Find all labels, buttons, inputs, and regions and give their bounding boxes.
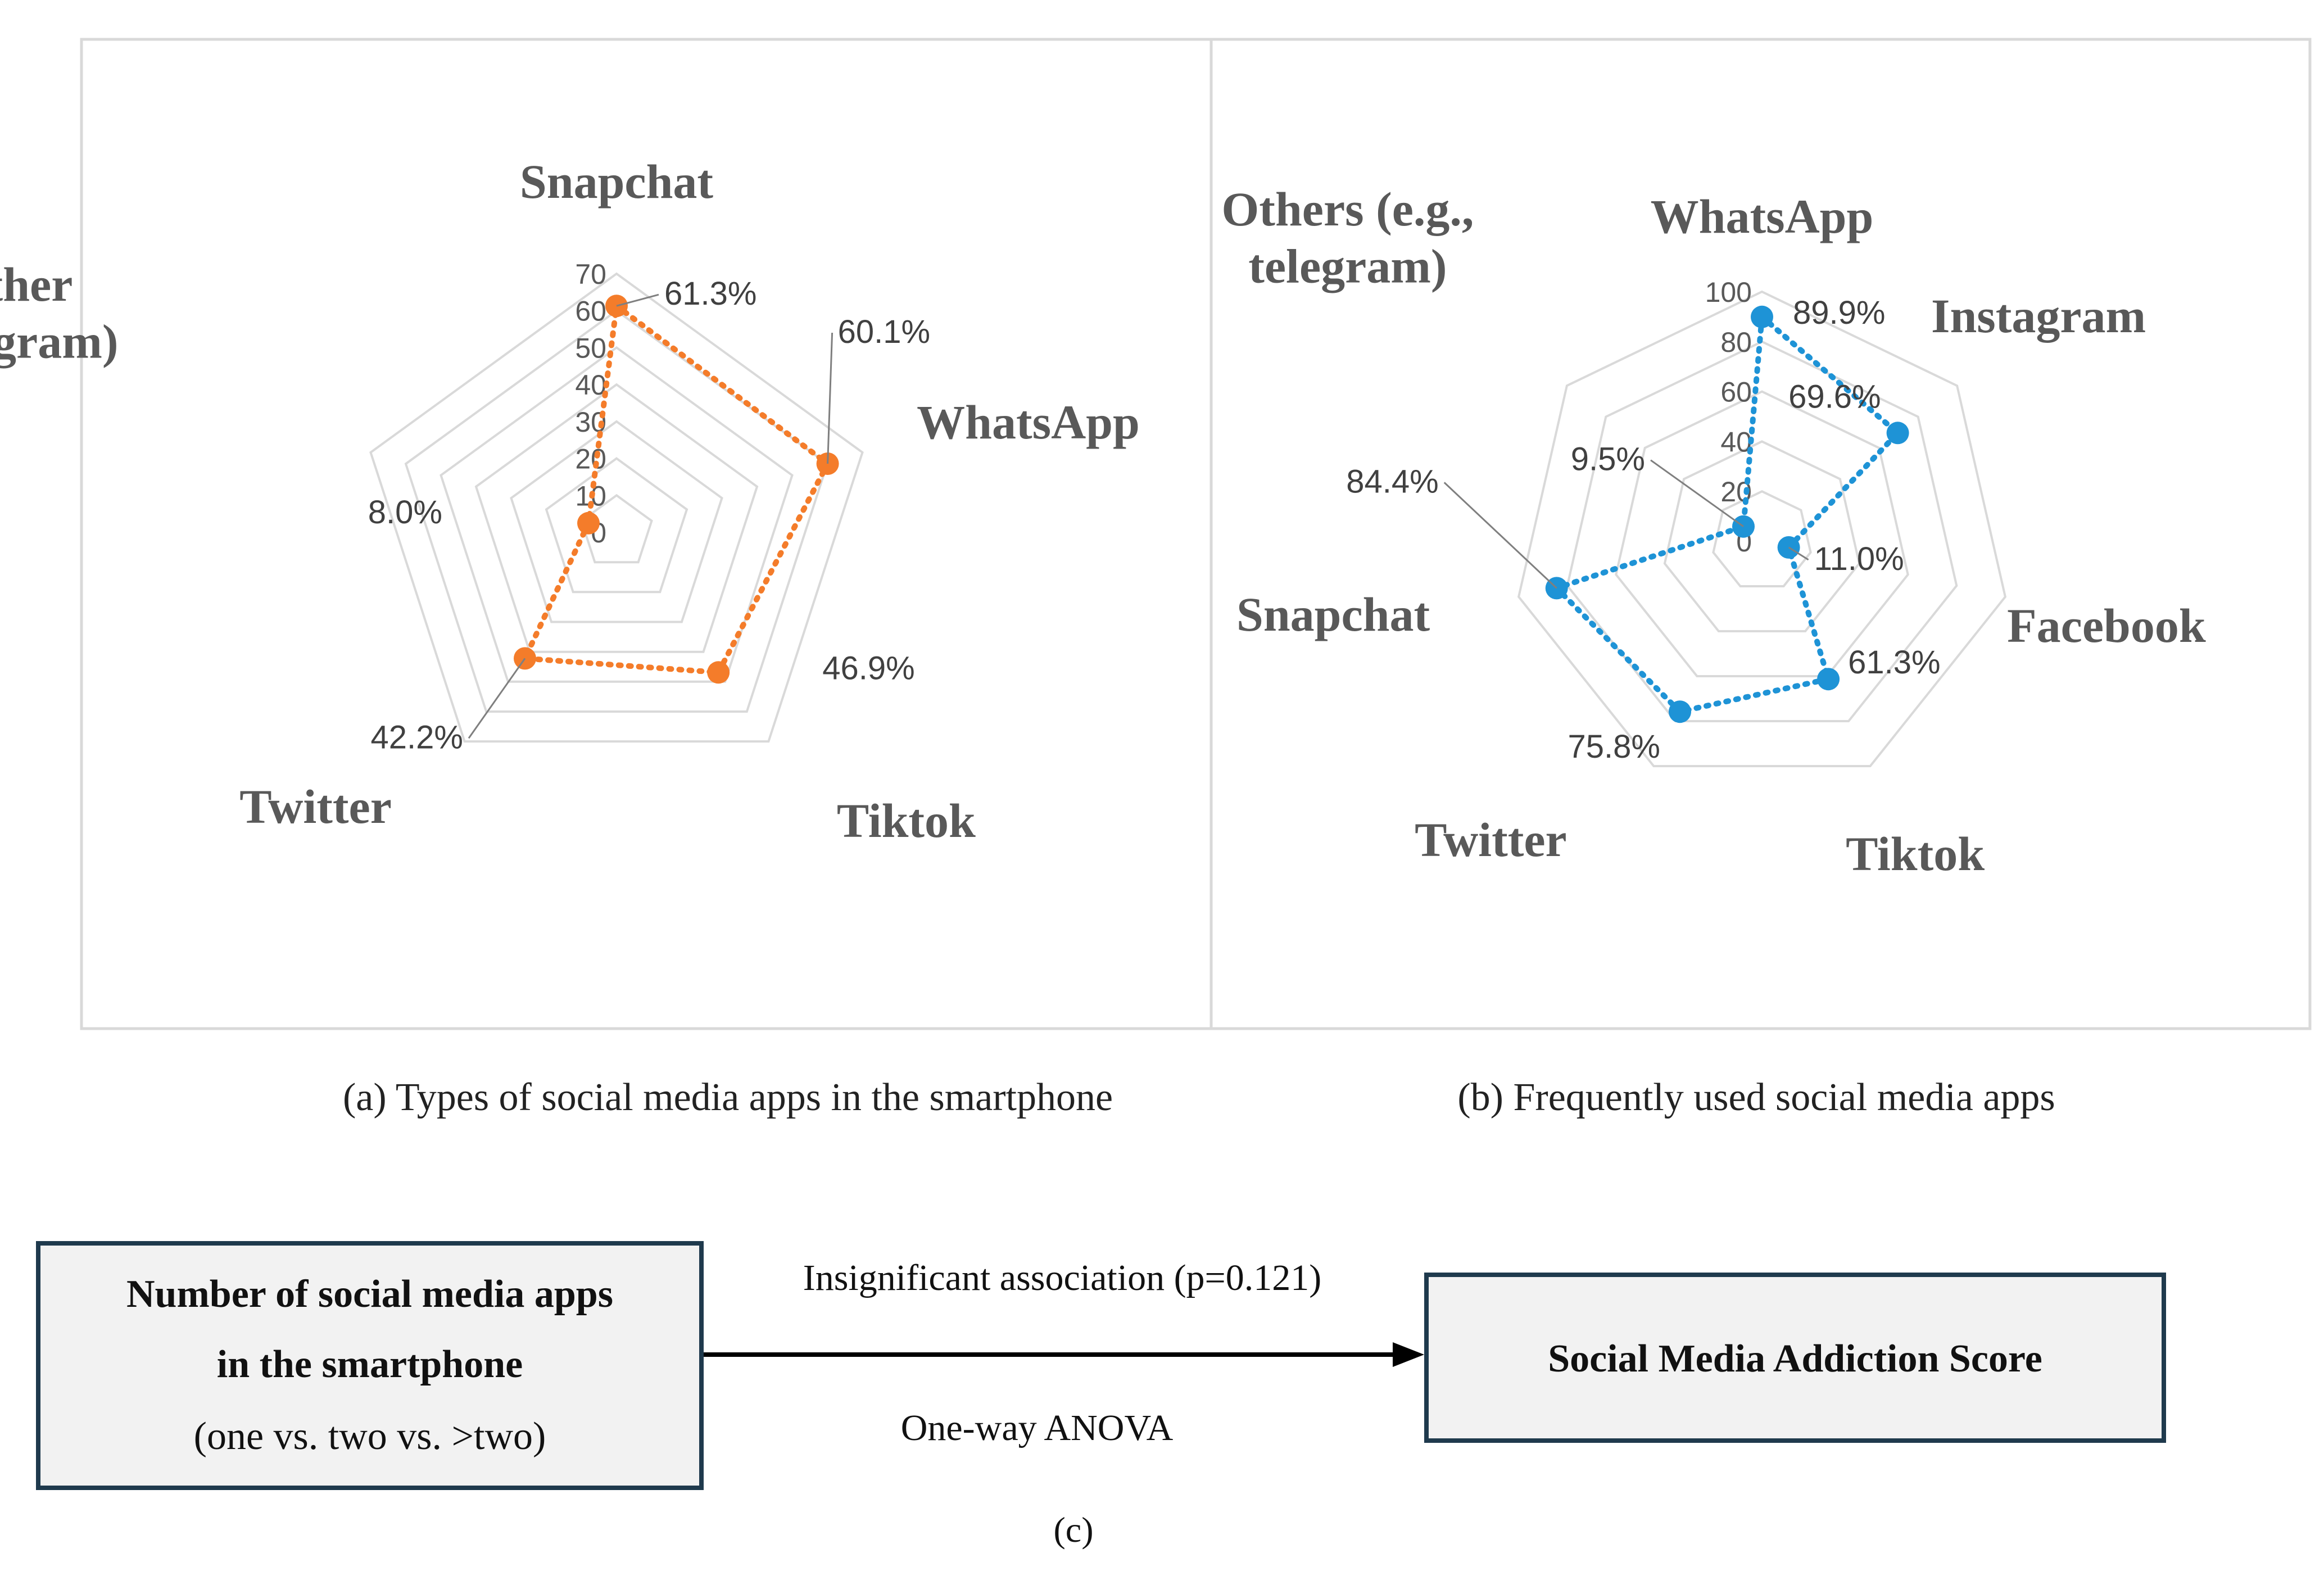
radar-grid-ring <box>1517 290 2007 767</box>
radar-tick-label: 70 <box>575 259 606 290</box>
left-box-line-3: (one vs. two vs. >two) <box>194 1415 546 1458</box>
radar-data-label: 84.4% <box>1346 463 1438 500</box>
radar-grid-ring <box>1712 490 1812 587</box>
radar-data-point <box>707 661 730 684</box>
radar-tick-label: 40 <box>575 369 606 401</box>
right-box-label: Social Media Addiction Score <box>1548 1337 2042 1380</box>
diagram-c: Number of social media apps in the smart… <box>36 1241 2166 1550</box>
radar-category-label: Facebook <box>2007 599 2206 653</box>
radar-data-label: 61.3% <box>664 275 756 312</box>
arrow-label-bottom: One-way ANOVA <box>901 1407 1174 1448</box>
radar-grid-ring <box>474 383 759 653</box>
radar-chart-a: 01020304050607061.3%60.1%46.9%42.2%8.0%S… <box>0 155 1140 848</box>
radar-leader-line <box>1650 459 1744 527</box>
left-box <box>36 1241 704 1490</box>
arrow-label-top: Insignificant association (p=0.121) <box>803 1257 1322 1298</box>
left-box-line-1: Number of social media apps <box>126 1273 613 1316</box>
caption-b: (b) Frequently used social media apps <box>1457 1076 2055 1119</box>
radar-data-point <box>1886 422 1909 445</box>
radar-category-label: Snapchat <box>1236 587 1430 641</box>
radar-data-label: 75.8% <box>1568 728 1660 765</box>
radar-tick-label: 60 <box>1720 377 1752 408</box>
radar-data-label: 11.0% <box>1814 541 1904 577</box>
radar-data-point <box>577 511 600 535</box>
radar-category-label: Tiktok <box>837 794 976 848</box>
radar-leader-line <box>1788 546 1809 561</box>
radar-category-label: WhatsApp <box>917 395 1140 449</box>
radar-grid-ring <box>440 346 794 683</box>
radar-category-label: Other(telegram) <box>0 257 118 368</box>
radar-grid-ring <box>1566 340 1958 722</box>
radar-data-label: 8.0% <box>368 494 442 531</box>
radar-data-label: 46.9% <box>822 650 914 686</box>
radar-category-label: Tiktok <box>1846 827 1985 881</box>
radar-data-point <box>1817 668 1840 691</box>
radar-series-line <box>520 301 832 676</box>
radar-category-label: Twitter <box>1415 813 1567 867</box>
radar-tick-label: 100 <box>1705 277 1752 308</box>
left-box-line-2: in the smartphone <box>217 1343 523 1386</box>
radar-leader-line <box>616 293 659 307</box>
radar-category-label: WhatsApp <box>1651 189 1874 243</box>
radar-tick-label: 50 <box>575 332 606 364</box>
radar-leader-line <box>827 332 833 464</box>
radar-leader-line <box>468 658 526 739</box>
caption-a: (a) Types of social media apps in the sm… <box>343 1076 1113 1119</box>
radar-grid-ring <box>1615 390 1909 677</box>
radar-data-label: 9.5% <box>1571 441 1645 478</box>
radar-category-label: Instagram <box>1931 289 2146 343</box>
panel-b-frame <box>1209 38 2312 1030</box>
radar-series-line <box>1551 311 1902 715</box>
radar-data-point <box>1669 700 1691 723</box>
radar-tick-label: 80 <box>1720 327 1752 358</box>
caption-c: (c) <box>1053 1510 1093 1550</box>
radar-grid-ring <box>545 457 688 594</box>
radar-data-label: 69.6% <box>1788 378 1881 415</box>
radar-tick-label: 60 <box>575 296 606 327</box>
right-box <box>1424 1273 2166 1443</box>
radar-chart-b: 02040608010089.9%69.6%11.0%61.3%75.8%84.… <box>1221 182 2205 881</box>
radar-leader-line <box>1443 482 1557 589</box>
radar-category-label: Twitter <box>239 780 392 834</box>
radar-category-label: Others (e.g., telegram) <box>1221 182 1474 293</box>
radar-category-label: Snapchat <box>520 155 713 209</box>
radar-data-label: 89.9% <box>1793 295 1885 331</box>
radar-tick-label: 40 <box>1720 426 1752 458</box>
radar-data-point <box>1751 305 1773 328</box>
radar-data-label: 42.2% <box>371 719 463 755</box>
radar-tick-label: 20 <box>575 443 606 475</box>
radar-grid-ring <box>369 272 864 743</box>
radar-data-label: 60.1% <box>838 314 930 350</box>
association-arrow-head <box>1393 1342 1424 1367</box>
radar-grid-ring <box>1663 440 1861 632</box>
radar-data-label: 61.3% <box>1848 644 1940 681</box>
radar-grid-ring <box>510 420 723 623</box>
